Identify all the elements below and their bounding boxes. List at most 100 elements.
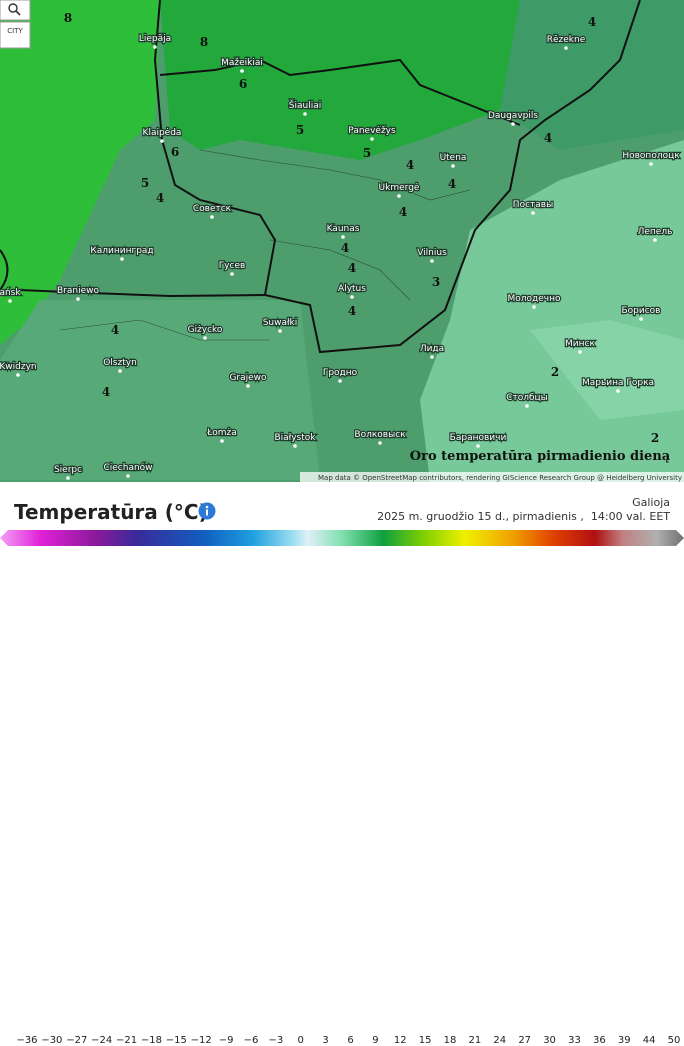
city-label: Kwidzyn: [0, 362, 37, 372]
city-label: Mažeikiai: [221, 58, 263, 68]
city-dot: [210, 215, 214, 219]
map[interactable]: Liepāja Mažeikiai Rēzekne Šiauliai Panevėžys…: [0, 0, 684, 482]
city-dot: [120, 257, 124, 261]
city-label: Борисов: [621, 306, 660, 316]
zoom-button[interactable]: [0, 0, 31, 21]
contour-label: 4: [341, 241, 349, 255]
area: [0, 300, 320, 480]
scale-tick: 18: [443, 1035, 457, 1046]
area: [500, 0, 684, 150]
sea-area: [0, 0, 160, 345]
scale-tick: 6: [347, 1035, 354, 1046]
city-label: Советск: [193, 204, 232, 214]
city-label: Ciechanów: [103, 462, 152, 473]
scale-tick: 36: [592, 1035, 606, 1046]
city-dot: [153, 45, 157, 49]
city-label: Гусев: [219, 261, 246, 271]
city-toggle-label: CITY: [7, 27, 23, 35]
city-dot: [8, 299, 12, 303]
contour-label: 4: [448, 177, 456, 191]
scale-tick: 24: [493, 1035, 507, 1046]
city-label: Гродно: [323, 368, 358, 378]
contour-label: 4: [102, 385, 110, 399]
cool-area: [530, 320, 684, 420]
city-label: Минск: [565, 339, 595, 349]
city-toggle[interactable]: [0, 21, 31, 49]
city-label: Kaunas: [327, 224, 360, 234]
city-dot: [246, 384, 250, 388]
valid-time: 2025 m. gruodžio 15 d., pirmadienis , 14…: [377, 510, 670, 523]
scale-tick: 21: [468, 1035, 482, 1046]
city-label: Braniewo: [57, 286, 99, 296]
city-dot: [293, 444, 297, 448]
city-label: Столбцы: [506, 393, 548, 403]
scale-tick: 39: [617, 1035, 631, 1046]
city-dot: [66, 476, 70, 480]
city-label: Волковыск: [354, 430, 406, 440]
city-label: Giżycko: [188, 325, 223, 335]
city-dot: [350, 295, 354, 299]
contour-label: 4: [111, 323, 119, 337]
contour-label: 6: [171, 145, 179, 159]
zoom-icon: [8, 3, 18, 13]
scale-tick: −18: [140, 1035, 162, 1046]
city-label: Калининград: [90, 246, 153, 256]
city-label: Panevėžys: [348, 126, 396, 136]
contour-label: 6: [239, 77, 247, 91]
attribution-bg: [300, 472, 684, 482]
region-lines: [59, 149, 471, 341]
warm-area: [160, 0, 520, 160]
scale-tick: −24: [91, 1035, 113, 1046]
city-dot: [378, 441, 382, 445]
city-label: Лида: [420, 344, 444, 354]
contour-label: 8: [200, 35, 208, 49]
city-dot: [564, 46, 568, 50]
city-dot: [278, 329, 282, 333]
city-dot: [649, 162, 653, 166]
scale-tick: −27: [66, 1035, 88, 1046]
scale-tick: −6: [243, 1035, 259, 1046]
contour-label: 4: [348, 304, 356, 318]
city-label: Марьина Горка: [582, 378, 654, 388]
city-label: Klaipėda: [143, 128, 182, 138]
contour-label: 5: [296, 123, 304, 137]
city-dot: [430, 355, 434, 359]
scale-tick: −21: [115, 1035, 138, 1046]
contour-label: 3: [432, 275, 440, 289]
city-label: ańsk: [0, 288, 21, 298]
city-dot: [220, 439, 224, 443]
city-dot: [616, 389, 620, 393]
city-dot: [451, 164, 455, 168]
info-icon[interactable]: [198, 502, 216, 520]
city-label: Daugavpils: [488, 111, 538, 121]
zoom-icon: [15, 10, 21, 16]
scale-tick: 27: [518, 1035, 532, 1046]
scale-tick: −36: [16, 1035, 38, 1046]
scale-tick: 15: [418, 1035, 432, 1046]
legend-title: Temperatūra (°C): [14, 500, 208, 524]
scale-tick: 44: [642, 1035, 656, 1046]
city-label: Šiauliai: [289, 99, 321, 111]
city-dot: [532, 305, 536, 309]
city-dot: [653, 238, 657, 242]
city-dot: [430, 259, 434, 263]
city-label: Alytus: [338, 284, 366, 294]
city-dot: [338, 379, 342, 383]
contour-label: 4: [348, 261, 356, 275]
city-label: Поставы: [513, 200, 553, 210]
contour-label: 4: [406, 158, 414, 172]
attribution: Map data © OpenStreetMap contributors, r…: [318, 474, 682, 482]
city-label: Vilnius: [417, 248, 447, 258]
scale-tick: 0: [297, 1035, 304, 1046]
city-dot: [126, 474, 130, 478]
city-dot: [639, 317, 643, 321]
city-label: Liepāja: [139, 34, 171, 44]
city-dot: [240, 69, 244, 73]
city-dot: [16, 373, 20, 377]
city-label: Ukmergė: [379, 183, 420, 193]
city-label: Барановичи: [450, 433, 507, 443]
map-title: Oro temperatūra pirmadienio dieną: [410, 449, 671, 464]
contour-label: 5: [363, 146, 371, 160]
city-dot: [160, 139, 164, 143]
